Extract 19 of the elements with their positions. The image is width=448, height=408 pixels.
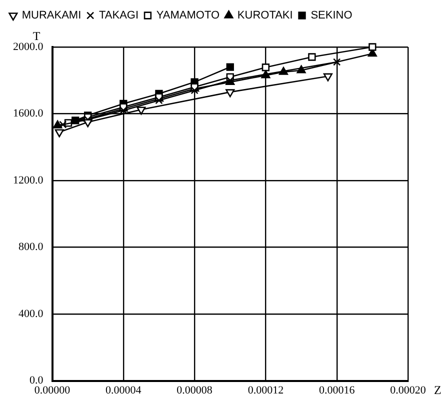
y-tick-label: 1600.0 [13,108,44,120]
x-tick-label: 0.00016 [318,384,356,396]
x-tick-label: 0.00012 [248,384,284,396]
x-axis-title: Z [434,382,442,397]
x-tick-label: 0.00000 [34,384,71,396]
legend-label: KUROTAKI [237,10,293,22]
x-tick-label: 0.00008 [176,384,213,396]
y-tick-label: 2000.0 [13,40,44,53]
legend-label: YAMAMOTO [156,10,220,22]
x-tick-label: 0.00004 [106,384,142,396]
x-tick-label: 0.00020 [390,384,426,396]
legend-label: MURAKAMI [22,10,82,22]
y-axis-title: T [32,29,41,44]
legend-label: TAKAGI [99,10,139,22]
y-tick-label: 1200.0 [13,174,44,186]
y-tick-label: 400.0 [18,308,44,320]
y-tick-label: 0.0 [30,374,44,387]
legend-label: SEKINO [310,10,353,22]
y-tick-label: 800.0 [18,241,44,254]
